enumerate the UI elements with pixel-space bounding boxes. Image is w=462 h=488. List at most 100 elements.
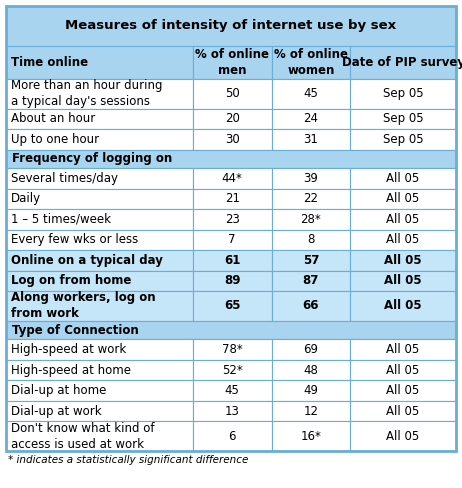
Text: 50: 50 (225, 87, 239, 101)
Bar (193, 270, 272, 291)
Text: 44*: 44* (222, 172, 243, 185)
Bar (272, 340, 350, 360)
Bar (6, 380, 193, 401)
Bar (272, 360, 350, 380)
Text: 45: 45 (225, 384, 240, 397)
Bar (6, 360, 193, 380)
Text: 28*: 28* (300, 213, 321, 226)
Text: All 05: All 05 (387, 429, 420, 443)
Bar (193, 209, 272, 230)
Bar (193, 189, 272, 209)
Text: 1 – 5 times/week: 1 – 5 times/week (11, 213, 111, 226)
Bar (350, 79, 456, 109)
Text: All 05: All 05 (387, 364, 420, 377)
Bar (272, 109, 350, 129)
Text: All 05: All 05 (387, 213, 420, 226)
Text: % of online
women: % of online women (274, 48, 348, 77)
Text: Time online: Time online (11, 56, 88, 69)
Text: 87: 87 (303, 274, 319, 287)
Text: 7: 7 (228, 233, 236, 246)
Text: All 05: All 05 (387, 172, 420, 185)
Text: Dial-up at home: Dial-up at home (11, 384, 106, 397)
Bar (6, 6, 456, 46)
Bar (350, 340, 456, 360)
Text: Up to one hour: Up to one hour (11, 133, 99, 146)
Text: High-speed at work: High-speed at work (11, 343, 126, 356)
Text: All 05: All 05 (387, 343, 420, 356)
Bar (193, 46, 272, 79)
Bar (6, 270, 193, 291)
Bar (6, 129, 193, 150)
Text: 48: 48 (304, 364, 318, 377)
Text: 6: 6 (228, 429, 236, 443)
Text: 21: 21 (225, 192, 240, 205)
Text: 20: 20 (225, 113, 240, 125)
Text: * indicates a statistically significant difference: * indicates a statistically significant … (8, 455, 249, 465)
Text: 31: 31 (304, 133, 318, 146)
Text: All 05: All 05 (387, 405, 420, 418)
Bar (350, 46, 456, 79)
Bar (272, 46, 350, 79)
Text: 16*: 16* (300, 429, 321, 443)
Text: Sep 05: Sep 05 (383, 133, 424, 146)
Bar (6, 340, 193, 360)
Bar (193, 360, 272, 380)
Text: Daily: Daily (11, 192, 41, 205)
Text: Measures of intensity of internet use by sex: Measures of intensity of internet use by… (66, 20, 396, 33)
Text: 8: 8 (307, 233, 315, 246)
Text: 12: 12 (304, 405, 318, 418)
Text: Frequency of logging on: Frequency of logging on (12, 152, 172, 165)
Bar (6, 168, 193, 189)
Bar (6, 189, 193, 209)
Text: Online on a typical day: Online on a typical day (11, 254, 163, 267)
Bar (6, 230, 193, 250)
Text: 13: 13 (225, 405, 240, 418)
Text: More than an hour during
a typical day's sessions: More than an hour during a typical day's… (11, 80, 163, 108)
Bar (6, 401, 193, 421)
Bar (193, 380, 272, 401)
Text: 49: 49 (304, 384, 318, 397)
Bar (350, 401, 456, 421)
Bar (272, 230, 350, 250)
Text: 30: 30 (225, 133, 239, 146)
Bar (350, 250, 456, 270)
Bar (272, 401, 350, 421)
Bar (193, 291, 272, 321)
Text: All 05: All 05 (384, 274, 422, 287)
Bar (193, 79, 272, 109)
Bar (272, 79, 350, 109)
Text: 89: 89 (224, 274, 240, 287)
Bar (272, 209, 350, 230)
Bar (350, 270, 456, 291)
Bar (350, 129, 456, 150)
Bar (193, 109, 272, 129)
Text: All 05: All 05 (387, 233, 420, 246)
Bar (193, 401, 272, 421)
Bar (6, 46, 193, 79)
Text: 52*: 52* (222, 364, 243, 377)
Bar (350, 109, 456, 129)
Text: Several times/day: Several times/day (11, 172, 118, 185)
Bar (6, 150, 456, 168)
Text: High-speed at home: High-speed at home (11, 364, 131, 377)
Text: 45: 45 (304, 87, 318, 101)
Bar (193, 421, 272, 451)
Text: 57: 57 (303, 254, 319, 267)
Text: 24: 24 (304, 113, 318, 125)
Text: Log on from home: Log on from home (11, 274, 131, 287)
Text: 22: 22 (304, 192, 318, 205)
Text: Every few wks or less: Every few wks or less (11, 233, 138, 246)
Text: All 05: All 05 (384, 254, 422, 267)
Text: Along workers, log on
from work: Along workers, log on from work (11, 291, 156, 321)
Text: 66: 66 (303, 300, 319, 312)
Bar (6, 209, 193, 230)
Text: 23: 23 (225, 213, 240, 226)
Bar (6, 421, 193, 451)
Bar (6, 321, 456, 340)
Bar (6, 109, 193, 129)
Text: 78*: 78* (222, 343, 243, 356)
Text: 61: 61 (224, 254, 240, 267)
Bar (272, 270, 350, 291)
Bar (272, 189, 350, 209)
Bar (6, 291, 193, 321)
